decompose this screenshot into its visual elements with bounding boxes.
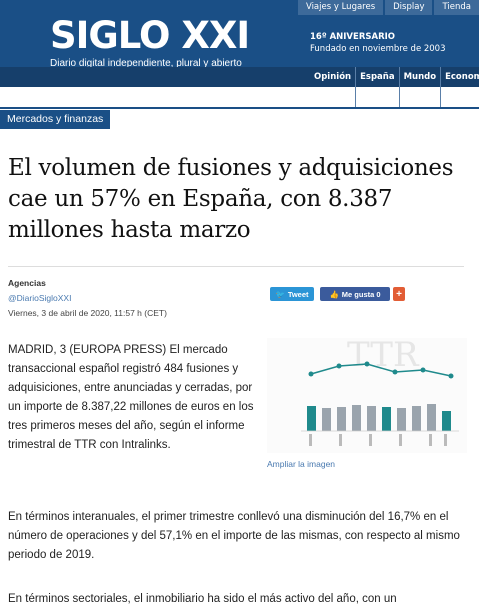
tweet-label: Tweet (287, 289, 309, 299)
top-nav-display[interactable]: Display (385, 0, 433, 15)
facebook-like-button[interactable]: 👍 Me gusta 0 (320, 287, 390, 301)
article-date: Viernes, 3 de abril de 2020, 11:57 h (CE… (8, 308, 167, 318)
bar (412, 406, 421, 431)
like-label: Me gusta 0 (341, 289, 381, 299)
bar (442, 411, 451, 431)
line-point (420, 367, 426, 373)
enlarge-image-link[interactable]: Ampliar la imagen (267, 459, 336, 469)
tweet-button[interactable]: 🐦 Tweet (270, 287, 314, 301)
thumbs-up-icon: 👍 (329, 289, 339, 299)
article-paragraph-1: MADRID, 3 (EUROPA PRESS) El mercado tran… (8, 344, 254, 451)
line-point (364, 361, 370, 367)
x-label-mark (369, 434, 372, 446)
anniversary-subtitle: Fundado en noviembre de 2003 (310, 44, 446, 54)
bar (307, 406, 316, 431)
bar (397, 408, 406, 431)
bar (337, 407, 346, 431)
author-handle[interactable]: @DiarioSigloXXI (8, 293, 72, 303)
nav-economia[interactable]: Econom (440, 67, 479, 107)
top-nav-viajes[interactable]: Viajes y Lugares (297, 0, 384, 15)
chart-line-points (308, 361, 454, 379)
bar (367, 406, 376, 431)
bar (382, 407, 391, 431)
site-logo[interactable]: SIGLO XXI (50, 14, 250, 57)
top-nav: Viajes y Lugares Display Tienda (297, 0, 479, 15)
bar (427, 404, 436, 431)
more-share-button[interactable]: + (393, 287, 405, 301)
nav-mundo[interactable]: Mundo (398, 67, 441, 107)
line-point (308, 371, 314, 377)
nav-opinion[interactable]: Opinión ▾ (314, 72, 352, 102)
top-nav-tienda[interactable]: Tienda (434, 0, 479, 15)
masthead: Viajes y Lugares Display Tienda SIGLO XX… (0, 0, 479, 107)
x-label-mark (339, 434, 342, 446)
x-label-mark (309, 434, 312, 446)
nav-espana[interactable]: España (355, 67, 398, 107)
x-label-mark (444, 434, 447, 446)
site-tagline: Diario digital independiente, plural y a… (50, 58, 242, 69)
anniversary-title: 16º ANIVERSARIO (310, 32, 395, 42)
x-label-mark (399, 434, 402, 446)
chart-background (267, 338, 467, 453)
anniversary-note: 16º ANIVERSARIO Fundado en noviembre de … (310, 31, 446, 55)
chart-x-labels (309, 434, 447, 446)
twitter-bird-icon: 🐦 (275, 289, 285, 299)
line-point (336, 363, 342, 369)
chart-line (310, 363, 452, 377)
section-tag[interactable]: Mercados y finanzas (0, 110, 111, 129)
line-point (448, 373, 454, 379)
main-nav: Opinión ▾ España Mundo Econom (0, 67, 479, 107)
x-label-mark (429, 434, 432, 446)
byline-divider (8, 266, 464, 267)
bar (322, 408, 331, 431)
bar (352, 405, 361, 431)
article-headline: El volumen de fusiones y adquisiciones c… (8, 155, 454, 243)
article-chart-image[interactable]: TTR (267, 338, 467, 453)
section-divider (0, 107, 479, 109)
article-author: Agencias (8, 278, 46, 288)
article-paragraph-2: En términos interanuales, el primer trim… (8, 511, 460, 561)
chart-bars (307, 404, 451, 431)
article-paragraph-3: En términos sectoriales, el inmobiliario… (8, 593, 397, 605)
line-point (392, 369, 398, 375)
